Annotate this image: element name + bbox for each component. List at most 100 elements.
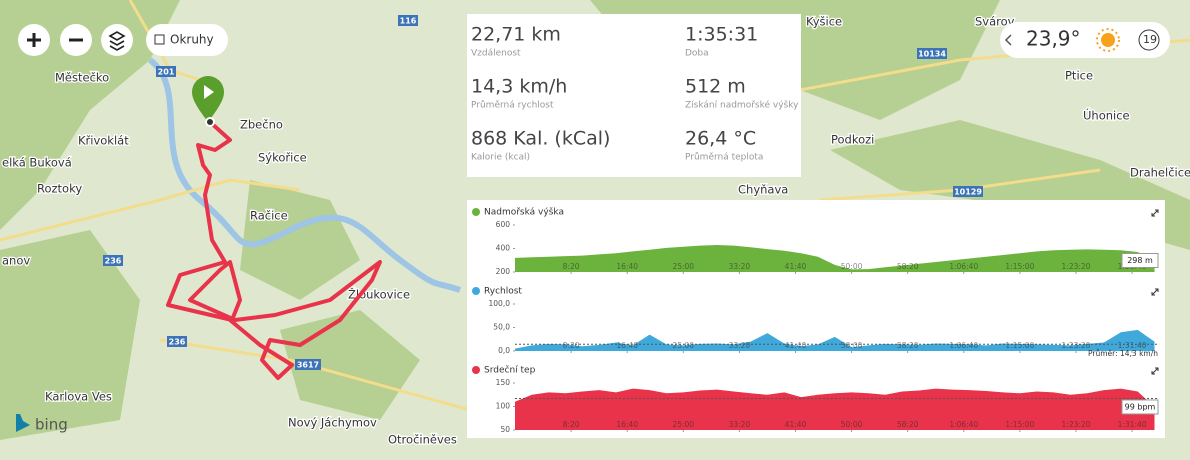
y-tick-label: 50 — [500, 425, 510, 434]
x-tick-label: 1:06:40 — [949, 341, 978, 350]
y-tick-label: 100,0 — [489, 299, 511, 308]
place-label: Sýkořice — [258, 151, 307, 165]
stat-label: Doba — [685, 49, 709, 59]
place-label: Nový Jáchymov — [288, 416, 377, 430]
x-tick-label: 8:20 — [563, 262, 580, 271]
stat-value: 26,4 °C — [685, 128, 756, 150]
legend-dot — [472, 287, 480, 295]
end-label-box — [1121, 252, 1159, 268]
x-tick-label: 41:40 — [785, 262, 807, 271]
x-tick-label: 1:15:00 — [1005, 262, 1034, 271]
place-label: Roztoky — [37, 182, 82, 196]
temperature: 23,9° — [1026, 27, 1081, 51]
start-marker[interactable] — [192, 76, 224, 122]
weather-pill[interactable] — [1000, 22, 1170, 58]
place-label: anov — [2, 254, 30, 268]
x-tick-label: 41:40 — [785, 341, 807, 350]
y-tick-label: 600 — [496, 220, 511, 229]
end-label: 99 bpm — [1125, 402, 1156, 411]
x-tick-label: 41:40 — [785, 420, 807, 429]
y-tick-label: 400 — [496, 244, 511, 253]
x-tick-label: 1:15:00 — [1005, 420, 1034, 429]
expand-icon[interactable] — [1151, 367, 1159, 375]
y-tick-label: 100 — [496, 402, 511, 411]
x-tick-label: 58:20 — [897, 420, 919, 429]
x-tick-label: 16:40 — [616, 341, 638, 350]
x-tick-label: 58:20 — [897, 262, 919, 271]
x-tick-label: 1:06:40 — [949, 420, 978, 429]
place-label: Úhonice — [1083, 108, 1130, 123]
x-tick-label: 33:20 — [729, 262, 751, 271]
y-tick-label: 50,0 — [493, 323, 510, 332]
stat-value: 1:35:31 — [685, 24, 758, 46]
place-label: Chyňava — [738, 183, 788, 197]
road-number: 10129 — [954, 188, 982, 197]
stat-label: Získání nadmořské výšky — [685, 100, 799, 111]
x-tick-label: 1:31:40 — [1118, 420, 1147, 429]
place-label: Račice — [250, 209, 288, 223]
expand-icon[interactable] — [1151, 209, 1159, 217]
x-tick-label: 50:00 — [841, 262, 863, 271]
place-label: Drahelčice — [1130, 166, 1190, 180]
legend-dot — [472, 208, 480, 216]
road-number: 236 — [169, 338, 186, 347]
road-number: 201 — [158, 68, 175, 77]
place-label: Křivoklát — [78, 134, 129, 148]
x-tick-label: 1:31:40 — [1118, 341, 1147, 350]
stat-value: 512 m — [685, 76, 746, 98]
stat-value: 22,71 km — [471, 24, 561, 46]
x-tick-label: 25:00 — [672, 420, 694, 429]
average-label: Průměr: 14,3 km/h — [1088, 349, 1158, 358]
expand-icon[interactable] — [1151, 288, 1159, 296]
x-tick-label: 1:23:20 — [1062, 341, 1091, 350]
x-tick-label: 1:06:40 — [949, 262, 978, 271]
x-tick-label: 1:15:00 — [1005, 341, 1034, 350]
road-number: 236 — [105, 257, 122, 266]
stat-value: 868 Kal. (kCal) — [471, 128, 610, 150]
x-tick-label: 16:40 — [616, 262, 638, 271]
wind-speed: 19 — [1143, 33, 1157, 46]
y-tick-label: 0,0 — [498, 346, 510, 355]
x-tick-label: 1:23:20 — [1062, 420, 1091, 429]
x-tick-label: 1:23:20 — [1062, 262, 1091, 271]
y-tick-label: 150 — [496, 378, 511, 387]
river — [148, 57, 461, 293]
x-tick-label: 25:00 — [672, 262, 694, 271]
place-label: Svárov — [975, 15, 1015, 29]
okruhy-toggle[interactable] — [146, 24, 228, 56]
stat-label: Průměrná rychlost — [471, 100, 554, 111]
stat-value: 14,3 km/h — [471, 76, 567, 98]
stat-label: Průměrná teplota — [685, 152, 763, 163]
checkbox-label: Okruhy — [170, 33, 214, 47]
road-number: 3617 — [297, 361, 319, 370]
place-label: Ptice — [1065, 69, 1093, 83]
stat-label: Kalorie (kcal) — [471, 153, 530, 163]
road-number: 10134 — [918, 50, 946, 59]
area — [515, 245, 1155, 272]
road-number: 116 — [400, 17, 417, 26]
place-label: elká Buková — [2, 156, 72, 170]
place-label: Otročiněves — [388, 433, 457, 447]
place-label: Podkozi — [831, 133, 874, 147]
chart-title: Rychlost — [484, 287, 522, 297]
x-tick-label: 33:20 — [729, 341, 751, 350]
x-tick-label: 25:00 — [672, 341, 694, 350]
chart-title: Nadmořská výška — [484, 207, 564, 218]
x-tick-label: 8:20 — [563, 341, 580, 350]
stat-label: Vzdálenost — [471, 49, 521, 59]
route — [166, 120, 382, 380]
end-label: 298 m — [1127, 256, 1153, 265]
chart-title: Srdeční tep — [484, 365, 536, 376]
x-tick-label: 8:20 — [563, 420, 580, 429]
forest — [0, 0, 1190, 440]
x-tick-label: 50:00 — [841, 420, 863, 429]
x-tick-label: 33:20 — [729, 420, 751, 429]
legend-dot — [472, 366, 480, 374]
place-label: Kyšice — [806, 15, 842, 29]
end-label-box — [1121, 399, 1159, 415]
area — [515, 329, 1155, 351]
x-tick-label: 16:40 — [616, 420, 638, 429]
place-label: Zbečno — [240, 118, 283, 132]
stats-panel — [467, 14, 801, 177]
